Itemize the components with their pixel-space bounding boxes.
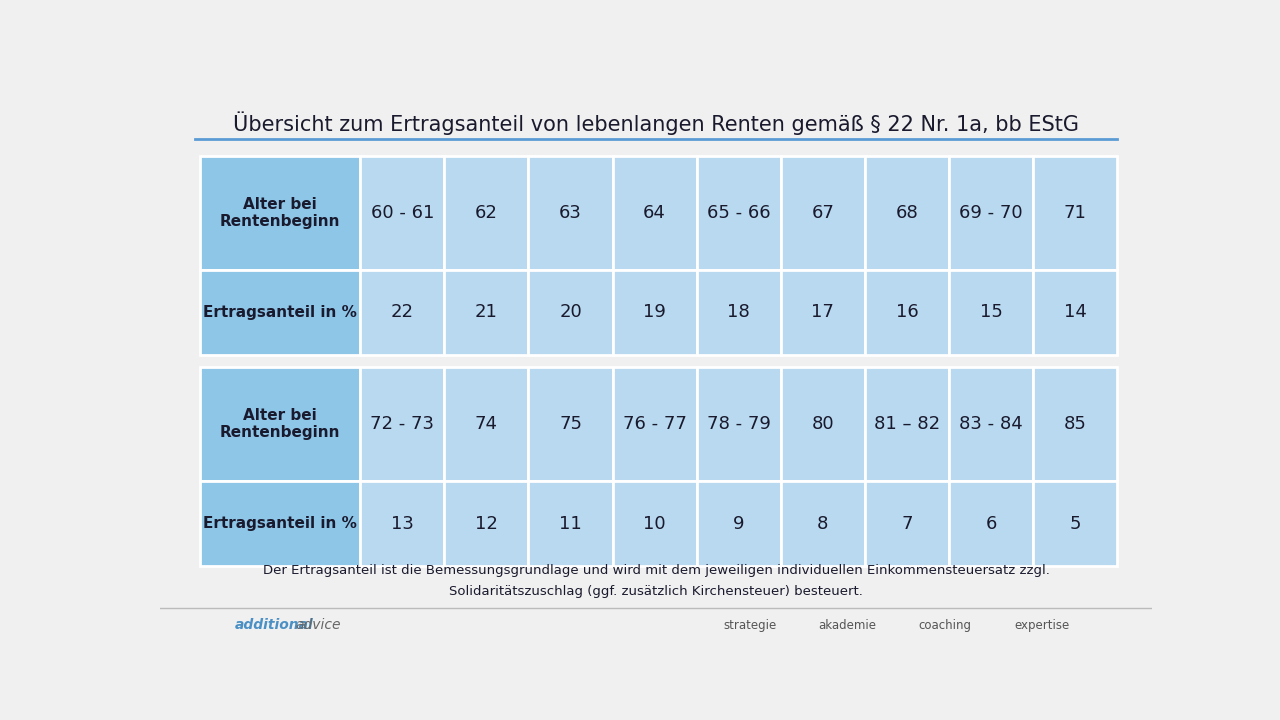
FancyBboxPatch shape bbox=[948, 270, 1033, 355]
Text: 74: 74 bbox=[475, 415, 498, 433]
FancyBboxPatch shape bbox=[696, 482, 781, 566]
FancyBboxPatch shape bbox=[781, 156, 865, 270]
Text: 69 - 70: 69 - 70 bbox=[959, 204, 1023, 222]
Text: 14: 14 bbox=[1064, 303, 1087, 321]
FancyBboxPatch shape bbox=[200, 270, 360, 355]
Text: 75: 75 bbox=[559, 415, 582, 433]
Text: 81 – 82: 81 – 82 bbox=[874, 415, 940, 433]
FancyBboxPatch shape bbox=[613, 270, 696, 355]
Text: 12: 12 bbox=[475, 515, 498, 533]
Text: additional: additional bbox=[234, 618, 314, 632]
Text: coaching: coaching bbox=[918, 618, 972, 631]
FancyBboxPatch shape bbox=[529, 367, 613, 482]
Text: 60 - 61: 60 - 61 bbox=[371, 204, 434, 222]
Text: 21: 21 bbox=[475, 303, 498, 321]
FancyBboxPatch shape bbox=[1033, 270, 1117, 355]
Text: 11: 11 bbox=[559, 515, 582, 533]
FancyBboxPatch shape bbox=[200, 367, 360, 482]
FancyBboxPatch shape bbox=[948, 156, 1033, 270]
Text: Der Ertragsanteil ist die Bemessungsgrundlage und wird mit dem jeweiligen indivi: Der Ertragsanteil ist die Bemessungsgrun… bbox=[262, 564, 1050, 577]
Text: 10: 10 bbox=[644, 515, 666, 533]
Text: 20: 20 bbox=[559, 303, 582, 321]
FancyBboxPatch shape bbox=[613, 156, 696, 270]
FancyBboxPatch shape bbox=[529, 270, 613, 355]
FancyBboxPatch shape bbox=[781, 367, 865, 482]
Text: Solidaritätszuschlag (ggf. zusätzlich Kirchensteuer) besteuert.: Solidaritätszuschlag (ggf. zusätzlich Ki… bbox=[449, 585, 863, 598]
Text: 8: 8 bbox=[817, 515, 828, 533]
Text: 6: 6 bbox=[986, 515, 997, 533]
Text: 62: 62 bbox=[475, 204, 498, 222]
Text: 19: 19 bbox=[644, 303, 666, 321]
FancyBboxPatch shape bbox=[781, 270, 865, 355]
Text: 63: 63 bbox=[559, 204, 582, 222]
FancyBboxPatch shape bbox=[444, 270, 529, 355]
Text: strategie: strategie bbox=[723, 618, 777, 631]
FancyBboxPatch shape bbox=[865, 156, 948, 270]
Text: 67: 67 bbox=[812, 204, 835, 222]
Text: expertise: expertise bbox=[1014, 618, 1070, 631]
Text: 71: 71 bbox=[1064, 204, 1087, 222]
Text: 80: 80 bbox=[812, 415, 835, 433]
Text: Ertragsanteil in %: Ertragsanteil in % bbox=[204, 305, 357, 320]
Text: 16: 16 bbox=[896, 303, 918, 321]
FancyBboxPatch shape bbox=[529, 482, 613, 566]
FancyBboxPatch shape bbox=[1033, 482, 1117, 566]
FancyBboxPatch shape bbox=[1033, 156, 1117, 270]
Text: 13: 13 bbox=[390, 515, 413, 533]
Text: advice: advice bbox=[296, 618, 342, 632]
Text: 18: 18 bbox=[727, 303, 750, 321]
Text: Alter bei
Rentenbeginn: Alter bei Rentenbeginn bbox=[220, 408, 340, 441]
FancyBboxPatch shape bbox=[200, 482, 360, 566]
Text: Übersicht zum Ertragsanteil von lebenlangen Renten gemäß § 22 Nr. 1a, bb EStG: Übersicht zum Ertragsanteil von lebenlan… bbox=[233, 112, 1079, 135]
Text: 83 - 84: 83 - 84 bbox=[959, 415, 1023, 433]
FancyBboxPatch shape bbox=[360, 367, 444, 482]
FancyBboxPatch shape bbox=[613, 367, 696, 482]
Text: 76 - 77: 76 - 77 bbox=[622, 415, 686, 433]
Text: 7: 7 bbox=[901, 515, 913, 533]
Text: 85: 85 bbox=[1064, 415, 1087, 433]
FancyBboxPatch shape bbox=[360, 156, 444, 270]
FancyBboxPatch shape bbox=[696, 156, 781, 270]
Text: 22: 22 bbox=[390, 303, 413, 321]
Text: 15: 15 bbox=[979, 303, 1002, 321]
Text: 65 - 66: 65 - 66 bbox=[707, 204, 771, 222]
FancyBboxPatch shape bbox=[1033, 367, 1117, 482]
FancyBboxPatch shape bbox=[696, 270, 781, 355]
FancyBboxPatch shape bbox=[444, 482, 529, 566]
Text: akademie: akademie bbox=[818, 618, 877, 631]
FancyBboxPatch shape bbox=[865, 270, 948, 355]
Text: 72 - 73: 72 - 73 bbox=[370, 415, 434, 433]
FancyBboxPatch shape bbox=[529, 156, 613, 270]
FancyBboxPatch shape bbox=[444, 156, 529, 270]
FancyBboxPatch shape bbox=[948, 482, 1033, 566]
FancyBboxPatch shape bbox=[200, 156, 360, 270]
Text: 17: 17 bbox=[812, 303, 835, 321]
Text: 9: 9 bbox=[733, 515, 745, 533]
Text: 78 - 79: 78 - 79 bbox=[707, 415, 771, 433]
Text: 68: 68 bbox=[896, 204, 918, 222]
FancyBboxPatch shape bbox=[781, 482, 865, 566]
Text: Alter bei
Rentenbeginn: Alter bei Rentenbeginn bbox=[220, 197, 340, 229]
Text: Ertragsanteil in %: Ertragsanteil in % bbox=[204, 516, 357, 531]
FancyBboxPatch shape bbox=[865, 482, 948, 566]
FancyBboxPatch shape bbox=[444, 367, 529, 482]
Text: 5: 5 bbox=[1070, 515, 1082, 533]
FancyBboxPatch shape bbox=[948, 367, 1033, 482]
FancyBboxPatch shape bbox=[696, 367, 781, 482]
FancyBboxPatch shape bbox=[360, 270, 444, 355]
FancyBboxPatch shape bbox=[360, 482, 444, 566]
FancyBboxPatch shape bbox=[865, 367, 948, 482]
Text: 64: 64 bbox=[644, 204, 666, 222]
FancyBboxPatch shape bbox=[613, 482, 696, 566]
